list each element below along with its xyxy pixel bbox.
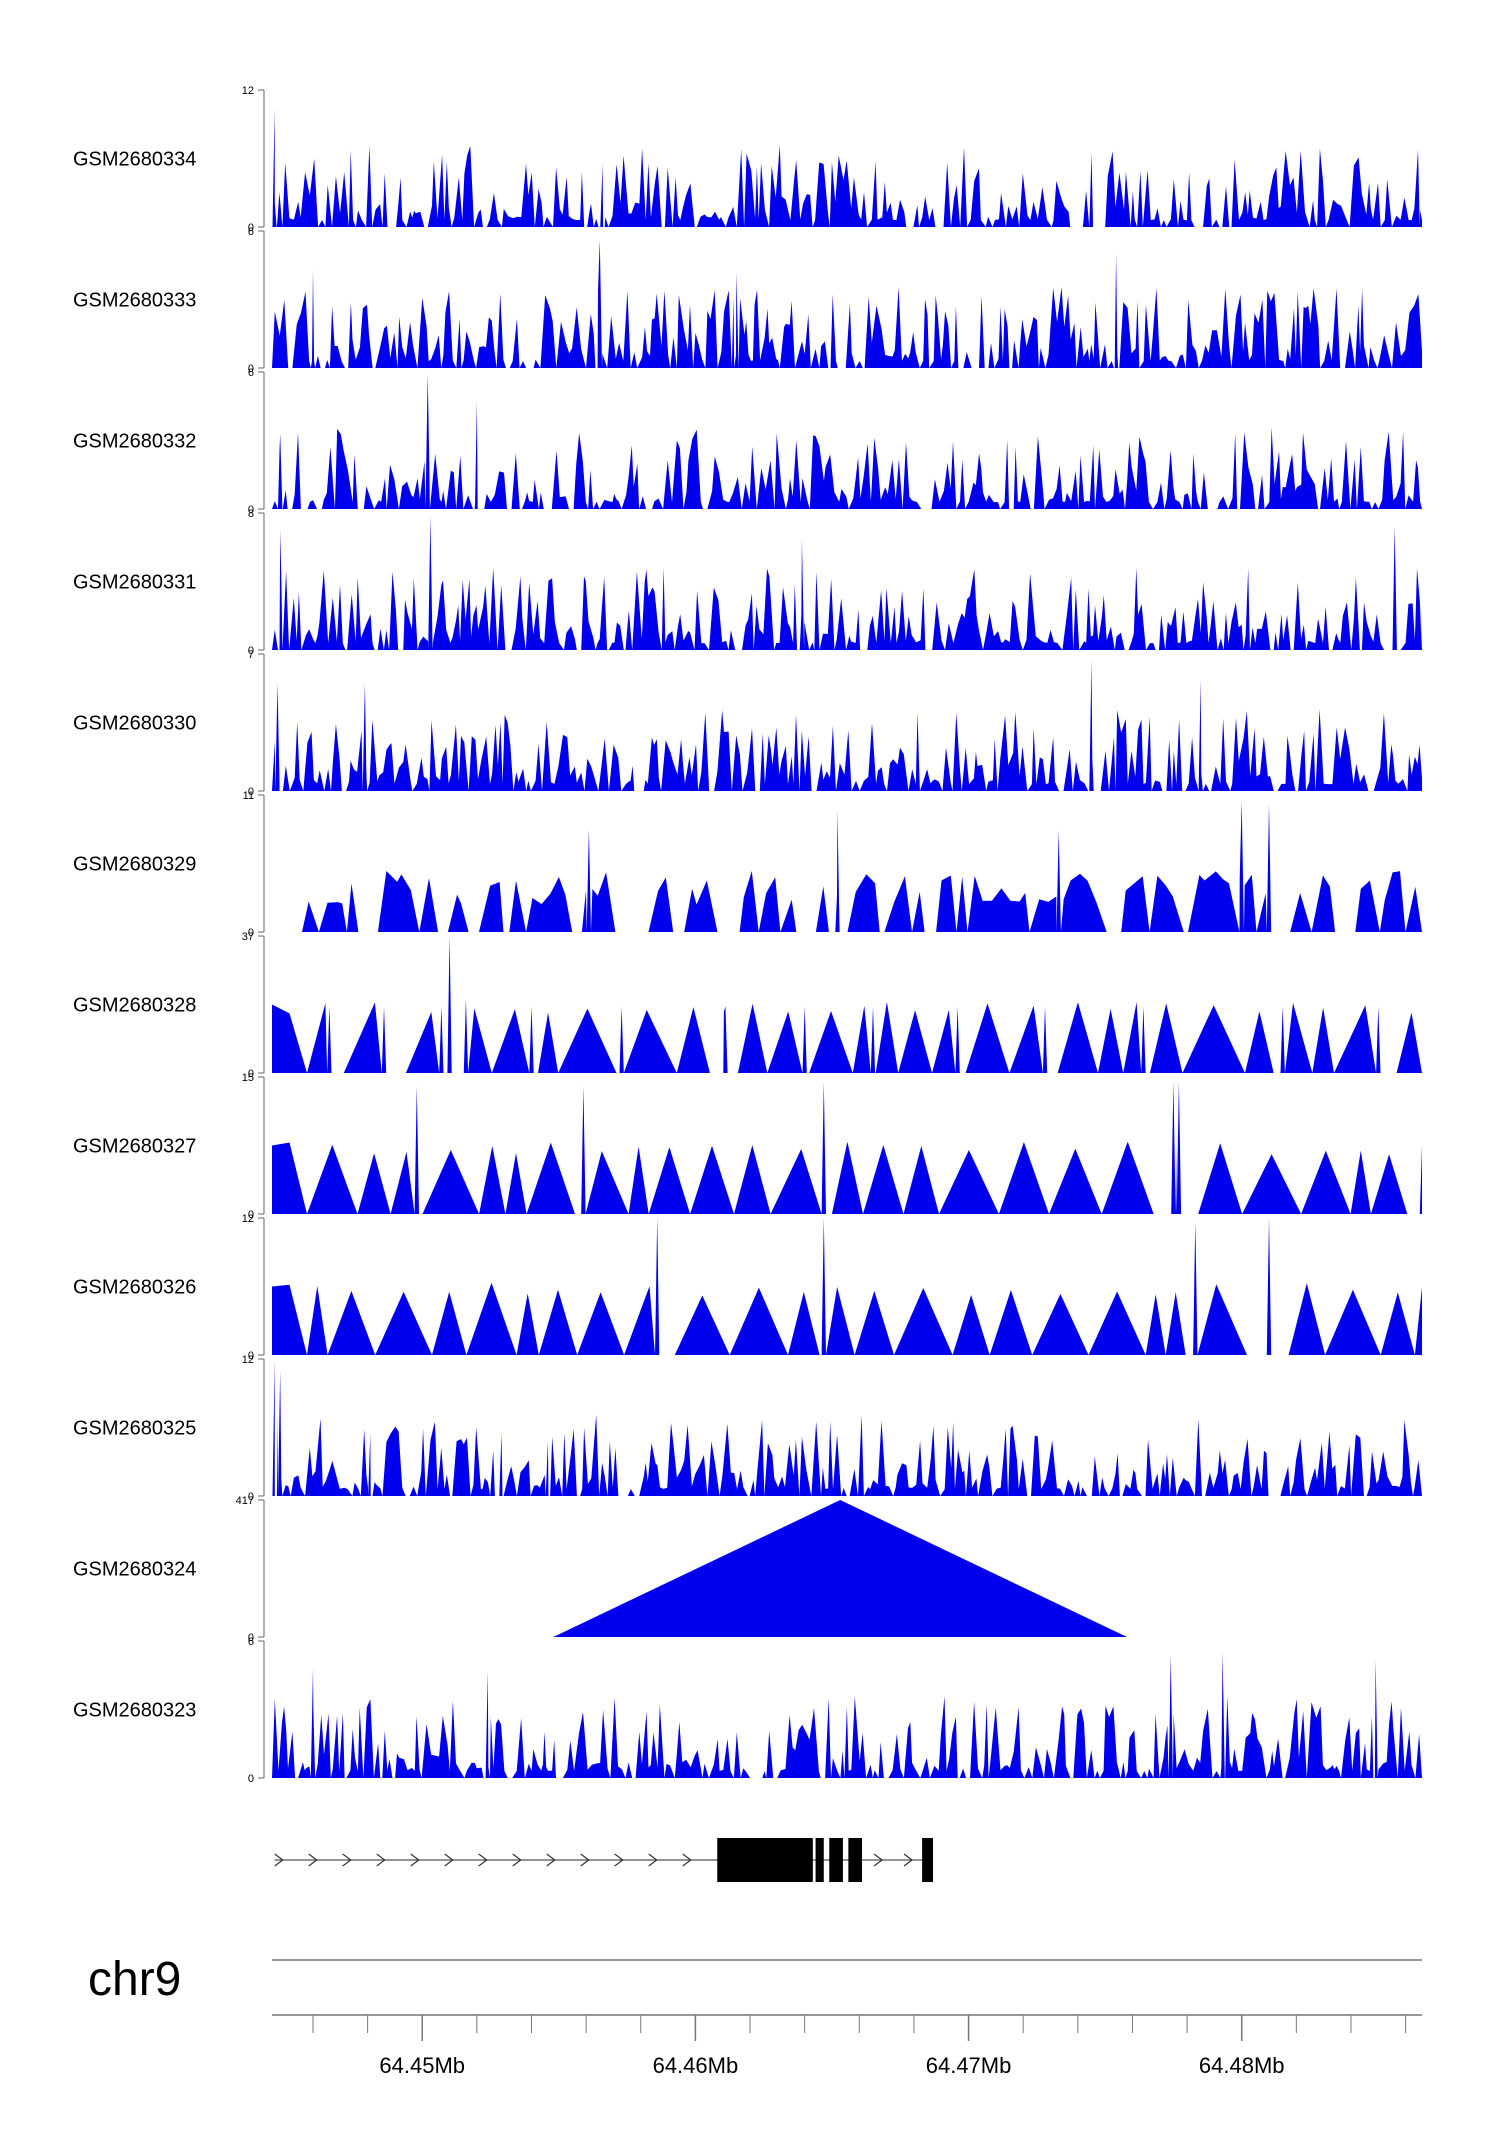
strand-arrow bbox=[873, 1853, 884, 1867]
strand-arrow bbox=[580, 1853, 590, 1867]
y-max-label: 12 bbox=[242, 1213, 254, 1225]
track-label: GSM2680327 bbox=[73, 1136, 196, 1158]
track-label: GSM2680333 bbox=[73, 290, 196, 312]
y-max-label: 8 bbox=[248, 508, 254, 520]
strand-arrow bbox=[546, 1853, 556, 1867]
track-label: GSM2680324 bbox=[73, 1559, 196, 1581]
y-min-label: 0 bbox=[248, 927, 254, 939]
strand-arrow bbox=[376, 1853, 386, 1867]
chromosome-label: chr9 bbox=[88, 1953, 181, 2006]
signal-area-GSM2680328 bbox=[272, 936, 1427, 1073]
track-label: GSM2680323 bbox=[73, 1700, 196, 1722]
y-max-label: 417 bbox=[236, 1495, 254, 1507]
track-label: GSM2680326 bbox=[73, 1277, 196, 1299]
strand-arrow bbox=[308, 1853, 318, 1867]
y-min-label: 0 bbox=[248, 363, 254, 375]
x-tick-label: 64.47Mb bbox=[926, 2053, 1012, 2078]
strand-arrow bbox=[512, 1853, 522, 1867]
track-label: GSM2680330 bbox=[73, 713, 196, 735]
track-label: GSM2680328 bbox=[73, 995, 196, 1017]
gene-exon bbox=[922, 1838, 934, 1882]
y-min-label: 0 bbox=[248, 1350, 254, 1362]
signal-area-GSM2680323 bbox=[272, 1652, 1422, 1778]
signal-area-GSM2680332 bbox=[272, 374, 1422, 509]
y-min-label: 0 bbox=[248, 1209, 254, 1221]
strand-arrow bbox=[444, 1853, 454, 1867]
y-max-label: 37 bbox=[242, 931, 254, 943]
signal-area-GSM2680333 bbox=[272, 240, 1422, 368]
strand-arrow bbox=[614, 1853, 624, 1867]
y-min-label: 0 bbox=[248, 786, 254, 798]
strand-arrow bbox=[903, 1853, 914, 1867]
y-min-label: 0 bbox=[248, 1068, 254, 1080]
signal-area-GSM2680326 bbox=[272, 1218, 1455, 1355]
y-min-label: 0 bbox=[248, 222, 254, 234]
y-max-label: 6 bbox=[248, 367, 254, 379]
track-label: GSM2680329 bbox=[73, 854, 196, 876]
strand-arrow bbox=[648, 1853, 658, 1867]
y-max-label: 7 bbox=[248, 649, 254, 661]
gene-exon bbox=[717, 1838, 813, 1882]
y-min-label: 0 bbox=[248, 1773, 254, 1785]
y-min-label: 0 bbox=[248, 1632, 254, 1644]
y-min-label: 0 bbox=[248, 645, 254, 657]
signal-area-GSM2680330 bbox=[272, 659, 1422, 791]
signal-area-GSM2680329 bbox=[302, 801, 1422, 932]
y-max-label: 11 bbox=[243, 790, 254, 802]
y-min-label: 0 bbox=[248, 504, 254, 516]
y-max-label: 15 bbox=[242, 1072, 254, 1084]
strand-arrow bbox=[342, 1853, 352, 1867]
signal-area-GSM2680325 bbox=[272, 1359, 1422, 1496]
track-label: GSM2680332 bbox=[73, 431, 196, 453]
track-label: GSM2680334 bbox=[73, 149, 196, 171]
strand-arrow bbox=[274, 1853, 284, 1867]
gene-exon bbox=[815, 1838, 824, 1882]
signal-area-GSM2680334 bbox=[272, 90, 1425, 227]
x-tick-label: 64.48Mb bbox=[1199, 2053, 1285, 2078]
x-tick-label: 64.46Mb bbox=[653, 2053, 739, 2078]
signal-area-GSM2680331 bbox=[272, 516, 1422, 650]
gene-exon bbox=[829, 1838, 843, 1882]
y-max-label: 12 bbox=[242, 1354, 254, 1366]
signal-area-GSM2680327 bbox=[272, 1081, 1438, 1214]
strand-arrow bbox=[478, 1853, 488, 1867]
strand-arrow bbox=[682, 1853, 692, 1867]
x-tick-label: 64.45Mb bbox=[379, 2053, 465, 2078]
y-min-label: 0 bbox=[248, 1491, 254, 1503]
track-label: GSM2680325 bbox=[73, 1418, 196, 1440]
signal-area-GSM2680324 bbox=[553, 1500, 1127, 1637]
gene-exon bbox=[848, 1838, 863, 1882]
y-max-label: 12 bbox=[242, 85, 254, 97]
y-max-label: 6 bbox=[248, 226, 254, 238]
track-label: GSM2680331 bbox=[73, 572, 196, 594]
y-max-label: 6 bbox=[248, 1636, 254, 1648]
strand-arrow bbox=[410, 1853, 420, 1867]
